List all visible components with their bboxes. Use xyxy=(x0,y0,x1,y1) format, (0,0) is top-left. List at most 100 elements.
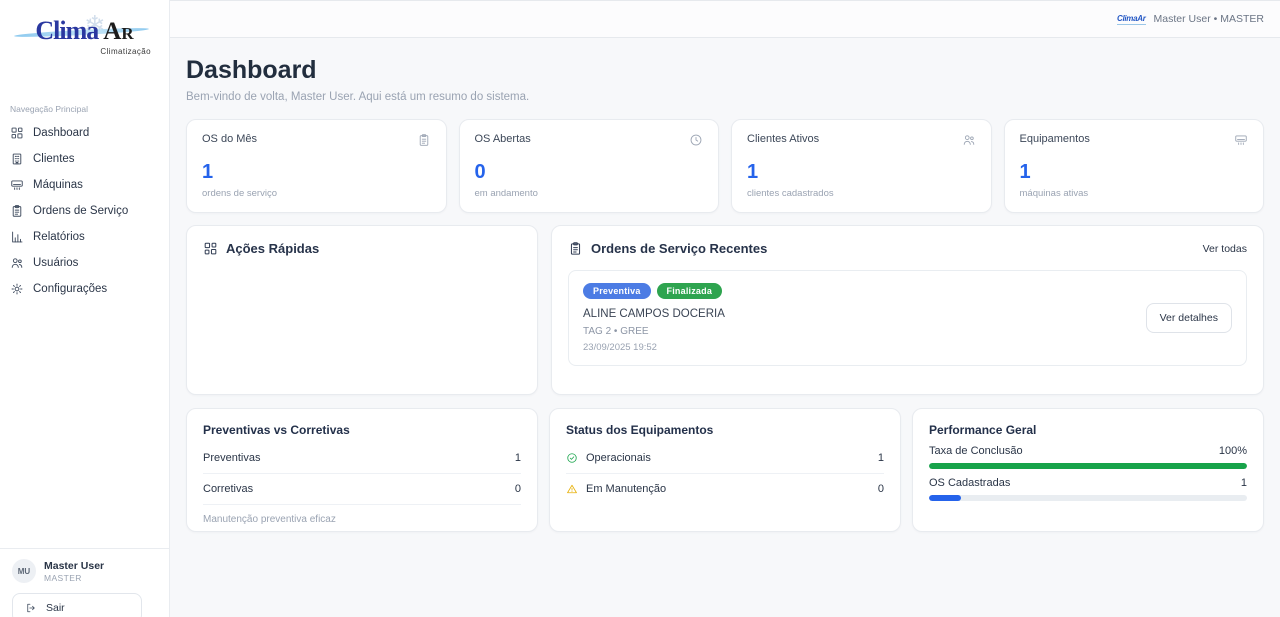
stat-value: 0 xyxy=(474,161,486,183)
recent-orders-card: Ordens de Serviço Recentes Ver todas Pre… xyxy=(551,225,1264,395)
order-datetime: 23/09/2025 19:52 xyxy=(583,342,657,353)
sidebar-item-label: Usuários xyxy=(33,257,79,269)
view-details-button[interactable]: Ver detalhes xyxy=(1145,303,1232,333)
logout-button[interactable]: Sair xyxy=(12,593,142,617)
preventive-vs-corrective-card: Preventivas vs Corretivas Preventivas 1 … xyxy=(186,408,538,532)
metric-value: 0 xyxy=(514,483,521,495)
progress-track xyxy=(929,463,1247,469)
ac-unit-icon xyxy=(1234,133,1248,152)
status-label: Operacionais xyxy=(586,452,651,464)
bar-chart-icon xyxy=(10,230,24,244)
status-row-em-manutencao: Em Manutenção 0 xyxy=(566,474,884,504)
stat-caption: máquinas ativas xyxy=(1019,188,1089,199)
stat-card-clientes: Clientes Ativos 1 clientes cadastrados xyxy=(731,119,992,213)
stat-caption: em andamento xyxy=(474,188,538,199)
order-type-badge: Preventiva xyxy=(583,283,651,299)
stat-label: OS do Mês xyxy=(202,133,258,145)
metric-row-corretivas: Corretivas 0 xyxy=(203,474,521,505)
card-title: Status dos Equipamentos xyxy=(566,423,714,437)
logo-subtitle: Climatização xyxy=(100,47,151,56)
quick-actions-title: Ações Rápidas xyxy=(226,241,320,256)
progress-track xyxy=(929,495,1247,501)
sidebar-item-label: Configurações xyxy=(33,283,108,295)
sidebar-item-ordens[interactable]: Ordens de Serviço xyxy=(0,198,169,224)
sidebar-item-maquinas[interactable]: Máquinas xyxy=(0,172,169,198)
mini-logo[interactable]: ClimaAr xyxy=(1116,13,1146,26)
sidebar-item-clientes[interactable]: Clientes xyxy=(0,146,169,172)
sidebar-item-label: Ordens de Serviço xyxy=(33,205,129,217)
user-name: Master User xyxy=(44,559,105,572)
clipboard-icon xyxy=(417,133,431,152)
sidebar-item-configuracoes[interactable]: Configurações xyxy=(0,276,169,302)
topbar-user-label: Master User • MASTER xyxy=(1153,13,1264,25)
users-icon xyxy=(10,256,24,270)
ac-unit-icon xyxy=(10,178,24,192)
order-machine-info: TAG 2 • GREE xyxy=(583,326,649,337)
logout-label: Sair xyxy=(46,602,65,614)
status-value: 0 xyxy=(877,483,884,495)
metric-value: 100% xyxy=(1218,445,1247,457)
avatar: MU xyxy=(12,559,36,583)
sidebar-item-dashboard[interactable]: Dashboard xyxy=(0,120,169,146)
main-area: ClimaAr Master User • MASTER Dashboard B… xyxy=(170,0,1280,617)
metric-row-preventivas: Preventivas 1 xyxy=(203,443,521,474)
equipment-status-card: Status dos Equipamentos Operacionais 1 E… xyxy=(549,408,901,532)
performance-metric-taxa: Taxa de Conclusão 100% xyxy=(929,445,1247,457)
brand-ar: AR xyxy=(103,18,134,45)
grid-icon xyxy=(203,241,218,256)
stat-caption: clientes cadastrados xyxy=(747,188,834,199)
metric-label: Taxa de Conclusão xyxy=(929,445,1023,457)
order-client-name: ALINE CAMPOS DOCERIA xyxy=(583,308,725,320)
metric-value: 1 xyxy=(1240,477,1247,489)
stat-value: 1 xyxy=(1019,161,1031,183)
main-navigation: Dashboard Clientes Máquinas Ordens de Se… xyxy=(0,120,169,302)
page-title: Dashboard xyxy=(186,56,317,84)
app-logo: ❄ Clima AR Climatização xyxy=(12,12,157,78)
clock-icon xyxy=(689,133,703,152)
stat-card-os-abertas: OS Abertas 0 em andamento xyxy=(458,119,719,213)
stat-label: Clientes Ativos xyxy=(747,133,820,145)
dashboard-content: Dashboard Bem-vindo de volta, Master Use… xyxy=(170,38,1280,532)
performance-metric-os: OS Cadastradas 1 xyxy=(929,477,1247,489)
top-header: ClimaAr Master User • MASTER xyxy=(170,0,1280,38)
status-value: 1 xyxy=(877,452,884,464)
clipboard-icon xyxy=(10,204,24,218)
sidebar-item-label: Clientes xyxy=(33,153,75,165)
stat-value: 1 xyxy=(747,161,759,183)
sidebar-item-usuarios[interactable]: Usuários xyxy=(0,250,169,276)
performance-card: Performance Geral Taxa de Conclusão 100%… xyxy=(912,408,1264,532)
sidebar-item-label: Relatórios xyxy=(33,231,85,243)
check-circle-icon xyxy=(566,452,578,464)
grid-icon xyxy=(10,126,24,140)
quick-actions-card: Ações Rápidas xyxy=(186,225,538,395)
stat-label: Equipamentos xyxy=(1019,133,1090,145)
gear-icon xyxy=(10,282,24,296)
metric-value: 1 xyxy=(514,452,521,464)
order-list-item: Preventiva Finalizada ALINE CAMPOS DOCER… xyxy=(568,270,1247,366)
stat-card-os-mes: OS do Mês 1 ordens de serviço xyxy=(186,119,447,213)
status-row-operacionais: Operacionais 1 xyxy=(566,443,884,474)
user-role: MASTER xyxy=(44,572,82,583)
stat-caption: ordens de serviço xyxy=(202,188,277,199)
sidebar-item-label: Dashboard xyxy=(33,127,90,139)
clipboard-icon xyxy=(568,241,583,256)
stat-cards-row: OS do Mês 1 ordens de serviço OS Abertas… xyxy=(186,119,1264,213)
recent-orders-title: Ordens de Serviço Recentes xyxy=(591,241,768,256)
sidebar: ❄ Clima AR Climatização Navegação Princi… xyxy=(0,0,170,617)
stat-card-equipamentos: Equipamentos 1 máquinas ativas xyxy=(1003,119,1264,213)
progress-bar-taxa xyxy=(929,463,1247,469)
card-title: Preventivas vs Corretivas xyxy=(203,423,350,437)
stat-value: 1 xyxy=(202,161,214,183)
order-status-badge: Finalizada xyxy=(656,283,723,299)
sidebar-user-section: MU Master User MASTER Sair xyxy=(0,548,169,617)
progress-bar-os xyxy=(929,495,961,501)
metric-label: Preventivas xyxy=(203,452,261,464)
card-title: Performance Geral xyxy=(929,423,1037,437)
brand-clima: Clima xyxy=(35,16,99,45)
building-icon xyxy=(10,152,24,166)
sidebar-item-relatorios[interactable]: Relatórios xyxy=(0,224,169,250)
page-subtitle: Bem-vindo de volta, Master User. Aqui es… xyxy=(186,91,530,103)
nav-section-label: Navegação Principal xyxy=(10,104,88,114)
metric-label: OS Cadastradas xyxy=(929,477,1011,489)
view-all-link[interactable]: Ver todas xyxy=(1202,242,1247,255)
